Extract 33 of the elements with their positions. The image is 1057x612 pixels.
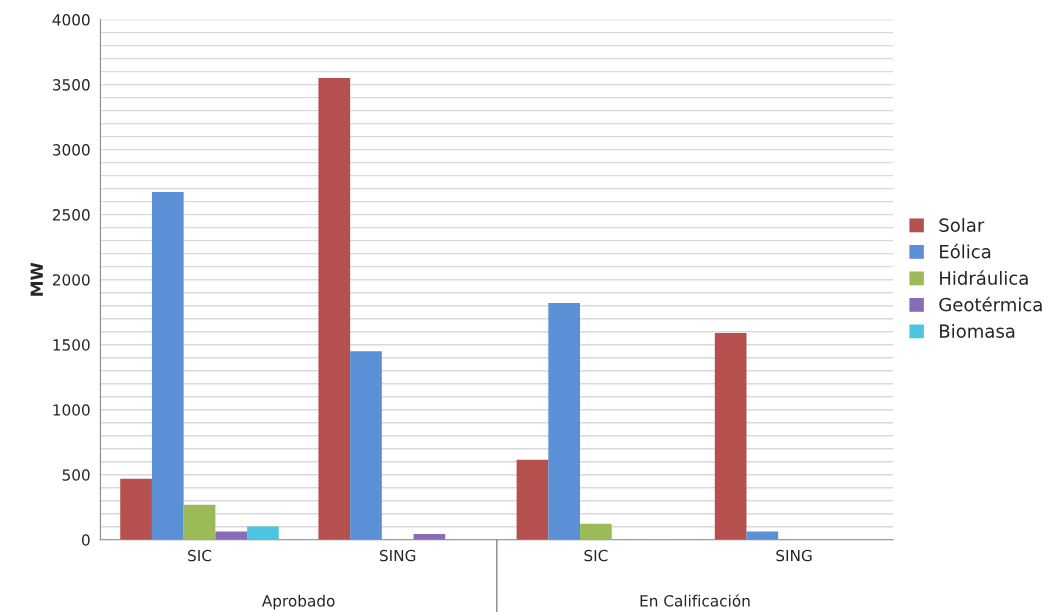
legend-label: Biomasa — [940, 323, 1015, 338]
y-tick-label: 4000 — [52, 14, 90, 26]
bar — [318, 78, 351, 540]
y-tick-label: 2500 — [52, 209, 90, 221]
text: Aprobado — [261, 594, 335, 610]
bar — [580, 523, 612, 540]
y-tick-label: 3500 — [52, 79, 90, 91]
y-tick-label: 0 — [81, 534, 90, 546]
text: En Calificación — [640, 594, 750, 607]
legend-label: Solar — [939, 217, 985, 232]
y-axis-title: MW — [30, 262, 43, 296]
x-tick-label: SIC — [188, 549, 212, 562]
y-tick-label: 1000 — [53, 404, 90, 416]
x-tick-label: SING — [379, 549, 416, 562]
bar — [516, 459, 549, 540]
y-tick-label: 1500 — [53, 339, 90, 351]
y-tick-label: 500 — [62, 469, 90, 481]
y-tick-label: 3000 — [52, 144, 90, 156]
legend-label: Hidráulica — [940, 270, 1028, 285]
bar — [350, 351, 382, 540]
x-tick-label: SING — [776, 549, 812, 562]
bar — [120, 478, 152, 540]
bar — [746, 531, 779, 540]
y-tick-label: 2000 — [52, 274, 90, 286]
bar — [714, 333, 747, 540]
bar — [151, 191, 184, 540]
legend-label: Eólica — [940, 243, 991, 259]
bar — [183, 504, 216, 540]
legend-label: Geotérmica — [939, 296, 1042, 312]
x-tick-label: SIC — [584, 549, 608, 562]
bar — [548, 303, 581, 540]
bar — [247, 526, 279, 540]
bar — [215, 531, 248, 540]
